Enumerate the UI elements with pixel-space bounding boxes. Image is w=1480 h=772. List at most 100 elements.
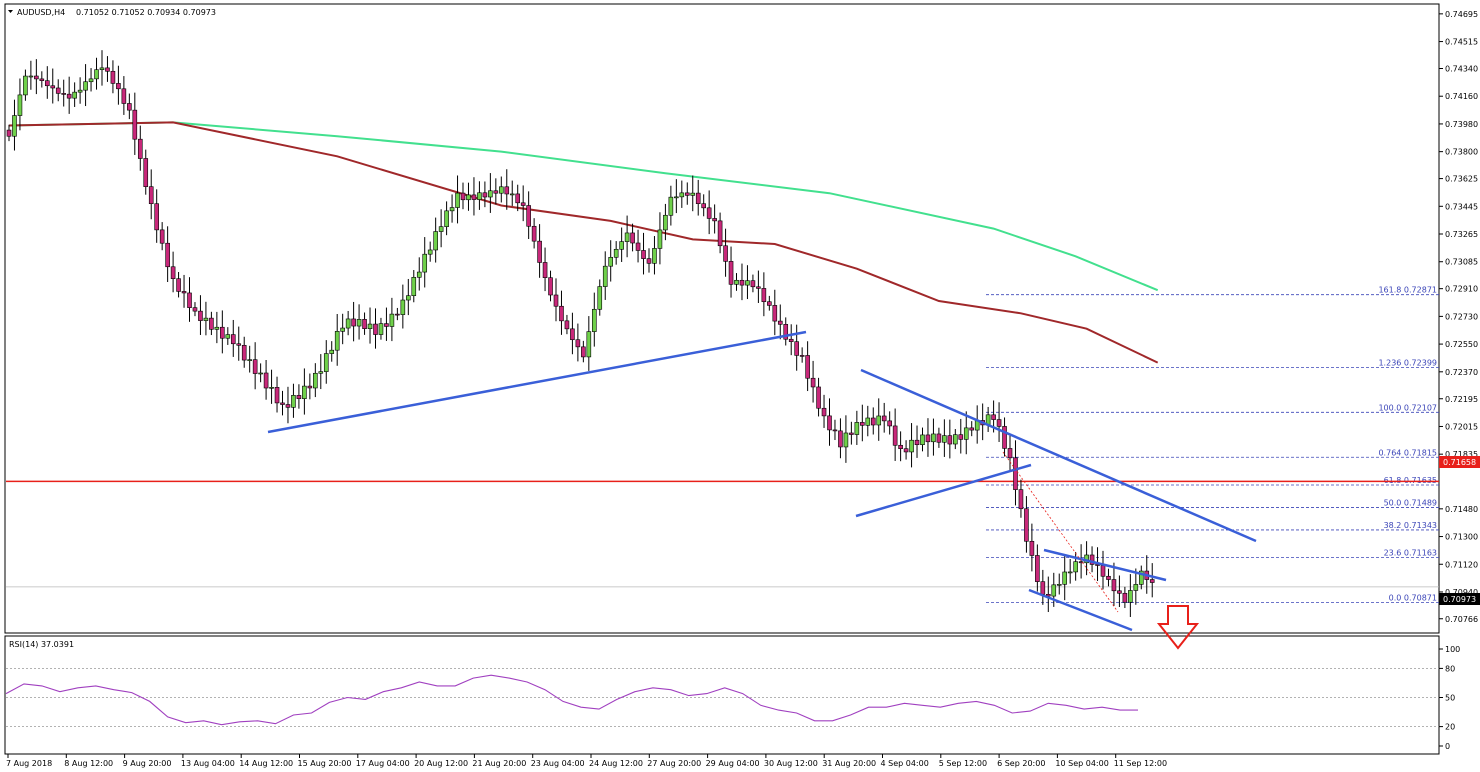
candle-body (367, 323, 373, 329)
candle-body (953, 434, 958, 445)
price-tick-label: 0.72550 (1445, 340, 1478, 349)
candle-body (608, 256, 614, 267)
candle-body (827, 415, 832, 431)
candle-body (433, 231, 438, 251)
time-tick-label: 27 Aug 20:00 (647, 759, 701, 768)
symbol-dropdown-icon[interactable] (8, 10, 13, 13)
candle-body (44, 80, 50, 87)
candle-body (220, 326, 225, 339)
candle-body (761, 288, 767, 303)
candle-body (406, 295, 411, 301)
time-tick-label: 9 Aug 20:00 (123, 759, 172, 768)
rsi-panel-frame (4, 635, 1440, 755)
candle-body (373, 323, 378, 335)
candle-body (488, 190, 493, 198)
candle-body (652, 248, 657, 264)
candle-body (799, 355, 805, 357)
candle-body (794, 341, 799, 356)
candle-body (6, 129, 12, 137)
time-tick-label: 17 Aug 04:00 (356, 759, 410, 768)
candle-body (94, 69, 99, 80)
price-tick-label: 0.70766 (1445, 615, 1478, 624)
candle-body (1138, 570, 1144, 585)
time-tick-label: 8 Aug 12:00 (64, 759, 113, 768)
rsi-tick-label: 20 (1445, 723, 1455, 732)
candle-body (1078, 561, 1084, 564)
candle-body (17, 94, 23, 116)
candle-body (701, 203, 706, 209)
trendlines (267, 330, 1257, 632)
candle-body (466, 194, 471, 201)
candle-body (542, 262, 548, 278)
candle-body (55, 87, 61, 94)
time-tick-label: 21 Aug 20:00 (472, 759, 526, 768)
candle-body (526, 205, 531, 227)
candle-body (684, 192, 690, 196)
candle-body (334, 331, 340, 351)
rsi-label: RSI(14) 37.0391 (9, 640, 74, 649)
candle-body (269, 387, 274, 389)
candle-body (810, 377, 816, 388)
candle-body (23, 75, 28, 96)
ohlc-label: 0.71052 0.71052 0.70934 0.70973 (76, 8, 216, 17)
fib-level-label: 23.6 0.71163 (1384, 549, 1437, 558)
candle-body (1018, 489, 1024, 510)
candle-body (1002, 426, 1007, 449)
time-tick-label: 15 Aug 20:00 (298, 759, 352, 768)
price-panel-frame (4, 3, 1440, 634)
time-tick-label: 20 Aug 12:00 (414, 759, 468, 768)
channel-upper-line (860, 368, 1257, 543)
price-axis: 0.74695 0.74515 0.74340 0.74160 0.73980 0.738… (1439, 10, 1478, 624)
candle-body (942, 435, 947, 443)
candle-body (728, 261, 734, 285)
candle-body (925, 434, 931, 443)
candle-body (137, 138, 143, 159)
candle-body (739, 279, 745, 286)
candle-body (537, 240, 542, 263)
rsi-tick-label: 80 (1445, 664, 1455, 673)
candle-body (318, 371, 324, 374)
candle-body (892, 425, 898, 446)
candle-body (438, 226, 444, 232)
candle-body (783, 324, 789, 340)
rsi-tick-label: 0 (1445, 742, 1450, 751)
candle-body (668, 196, 674, 216)
candle-body (641, 250, 646, 259)
candle-body (936, 433, 942, 443)
candle-body (860, 422, 865, 426)
time-tick-label: 30 Aug 12:00 (764, 759, 818, 768)
candle-body (695, 192, 701, 205)
candle-body (777, 320, 783, 325)
candle-body (1056, 584, 1062, 586)
support-price-label: 0.71658 (1443, 458, 1476, 467)
candle-body (1117, 590, 1122, 594)
time-tick-label: 31 Aug 20:00 (822, 759, 876, 768)
candle-body (159, 229, 165, 244)
time-tick-label: 29 Aug 04:00 (706, 759, 760, 768)
price-tick-label: 0.73980 (1445, 120, 1478, 129)
candle-body (723, 245, 728, 262)
candle-body (624, 232, 630, 242)
candle-body (50, 85, 56, 89)
candle-body (849, 432, 854, 435)
candle-body (116, 83, 121, 90)
candle-body (449, 207, 455, 212)
time-tick-label: 10 Sep 04:00 (1055, 759, 1108, 768)
candle-body (427, 249, 433, 255)
candle-body (788, 338, 794, 342)
candle-body (854, 422, 860, 435)
candle-body (1073, 561, 1078, 573)
price-tick-label: 0.73085 (1445, 258, 1478, 267)
candle-body (296, 395, 302, 399)
candle-body (712, 218, 717, 222)
candle-body (597, 286, 603, 310)
candle-body (745, 280, 750, 286)
time-axis: 7 Aug 2018 8 Aug 12:00 9 Aug 20:00 13 Aug 0… (6, 754, 1167, 768)
candle-body (154, 203, 159, 231)
candle-body (88, 78, 94, 83)
fib-level-label: 0.0 0.70871 (1389, 594, 1437, 603)
price-tick-label: 0.73445 (1445, 202, 1478, 211)
candle-body (143, 158, 149, 187)
candle-body (236, 343, 242, 346)
candle-body (564, 320, 570, 330)
